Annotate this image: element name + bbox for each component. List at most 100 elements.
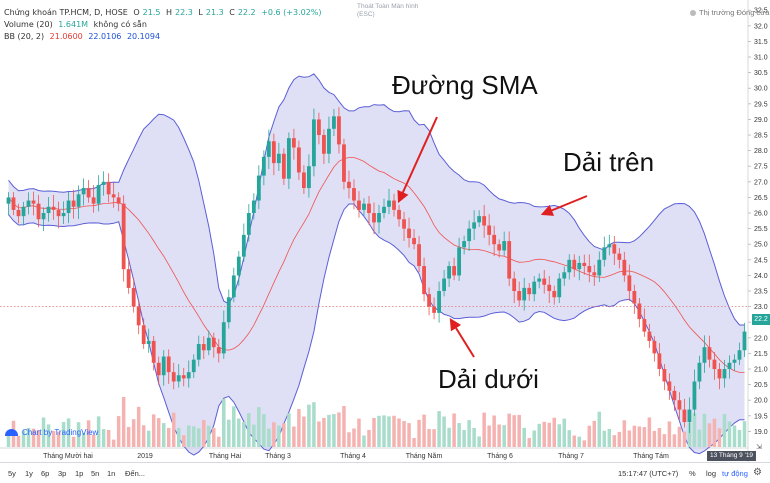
candle-body bbox=[727, 362, 732, 370]
y-tick-label: 28.5 bbox=[754, 133, 768, 140]
percent-scale-toggle[interactable]: % bbox=[689, 469, 696, 478]
y-tick-label: 30.0 bbox=[754, 86, 768, 93]
volume-legend[interactable]: Volume (20) 1.641M không có sẵn bbox=[4, 20, 150, 29]
tradingview-logo[interactable]: Chart by TradingView bbox=[5, 428, 98, 437]
y-tick-label: 29.5 bbox=[754, 101, 768, 108]
symbol-label[interactable]: Chứng khoán TP.HCM, D, HOSE bbox=[4, 8, 128, 17]
volume-bar bbox=[116, 416, 121, 447]
candle-body bbox=[597, 259, 602, 276]
volume-bar bbox=[502, 425, 506, 447]
volume-bar bbox=[151, 414, 156, 447]
candle-body bbox=[677, 400, 682, 410]
bb-basis-value: 21.0600 bbox=[49, 32, 83, 41]
x-tick-label: Tháng 7 bbox=[558, 453, 584, 460]
candle-body bbox=[166, 356, 171, 373]
volume-bar bbox=[317, 421, 321, 447]
candle-body bbox=[437, 291, 441, 313]
volume-bar bbox=[126, 426, 131, 447]
candle-body bbox=[66, 200, 71, 214]
volume-bar bbox=[227, 419, 231, 447]
candle-body bbox=[457, 247, 462, 276]
candle-body bbox=[307, 166, 311, 189]
range-3p-button[interactable]: 3p bbox=[58, 469, 67, 478]
y-tick-label: 21.5 bbox=[754, 351, 768, 358]
volume-bar bbox=[687, 422, 692, 447]
candle-body bbox=[367, 203, 371, 214]
y-tick-label: 27.5 bbox=[754, 164, 768, 171]
volume-bar bbox=[552, 417, 556, 447]
candle-body bbox=[291, 138, 296, 148]
volume-bar bbox=[432, 429, 436, 447]
candle-body bbox=[512, 278, 517, 292]
range-5n-button[interactable]: 5n bbox=[91, 469, 100, 478]
candle-body bbox=[362, 203, 366, 210]
volume-bar bbox=[367, 429, 371, 447]
candle-body bbox=[131, 287, 136, 307]
axis-settings-icon[interactable]: ⇲ bbox=[756, 444, 762, 451]
candle-body bbox=[317, 119, 321, 136]
volume-bar bbox=[237, 418, 241, 447]
candle-body bbox=[387, 200, 391, 207]
y-tick-label: 30.5 bbox=[754, 70, 768, 77]
range-6p-button[interactable]: 6p bbox=[41, 469, 50, 478]
y-tick-label: 24.0 bbox=[754, 273, 768, 280]
volume-bar bbox=[287, 413, 291, 447]
candle-body bbox=[567, 259, 572, 273]
candle-body bbox=[56, 209, 61, 217]
volume-bar bbox=[592, 420, 597, 447]
volume-bar bbox=[166, 427, 171, 447]
volume-bar bbox=[452, 413, 456, 447]
candle-body bbox=[592, 272, 597, 276]
range-1n-button[interactable]: 1n bbox=[107, 469, 116, 478]
candle-body bbox=[151, 340, 156, 363]
volume-bar bbox=[257, 407, 261, 447]
range-1p-button[interactable]: 1p bbox=[75, 469, 84, 478]
candle-body bbox=[36, 203, 41, 220]
volume-bar bbox=[562, 418, 567, 447]
candle-body bbox=[732, 359, 737, 363]
candle-body bbox=[637, 303, 642, 320]
volume-bar bbox=[56, 431, 61, 447]
y-tick-label: 32.0 bbox=[754, 23, 768, 30]
candle-body bbox=[86, 188, 91, 198]
candle-body bbox=[417, 244, 421, 267]
volume-bar bbox=[542, 421, 546, 447]
log-scale-toggle[interactable]: log bbox=[706, 469, 717, 478]
volume-bar bbox=[297, 409, 301, 447]
volume-bar bbox=[302, 416, 306, 447]
candle-body bbox=[737, 350, 742, 360]
candle-body bbox=[497, 244, 502, 251]
auto-scale-toggle[interactable]: tự động bbox=[722, 469, 748, 478]
candle-body bbox=[397, 209, 401, 220]
volume-bar bbox=[222, 398, 226, 447]
volume-bar bbox=[467, 420, 471, 447]
volume-bar bbox=[96, 416, 101, 447]
y-tick-label: 20.0 bbox=[754, 398, 768, 405]
candle-body bbox=[347, 181, 351, 189]
y-tick-label: 31.0 bbox=[754, 55, 768, 62]
clock-timezone[interactable]: 15:17:47 (UTC+7) bbox=[618, 469, 679, 478]
candle-body bbox=[26, 200, 31, 207]
bb-legend[interactable]: BB (20, 2) 21.0600 22.0106 20.1094 bbox=[4, 32, 163, 41]
candle-body bbox=[276, 153, 281, 164]
volume-bar bbox=[547, 422, 551, 447]
range-5y-button[interactable]: 5y bbox=[8, 469, 16, 478]
x-tick-label: Tháng Hai bbox=[209, 453, 242, 460]
candle-body bbox=[226, 297, 231, 323]
goto-date-button[interactable]: Đến... bbox=[125, 469, 146, 478]
range-1y-button[interactable]: 1y bbox=[25, 469, 33, 478]
exit-fullscreen-hint[interactable]: Thoát Toàn Màn hình (ESC) bbox=[357, 3, 418, 19]
candle-body bbox=[11, 197, 16, 210]
low-value: 21.3 bbox=[205, 8, 224, 17]
x-tick-label: Tháng Năm bbox=[406, 453, 443, 460]
candle-body bbox=[16, 209, 21, 217]
volume-bar bbox=[417, 419, 421, 447]
volume-bar bbox=[712, 418, 717, 447]
bb-label: BB (20, 2) bbox=[4, 32, 45, 41]
candle-body bbox=[106, 181, 111, 195]
gear-icon[interactable]: ⚙ bbox=[753, 467, 762, 478]
x-tick-label: Tháng 3 bbox=[265, 453, 291, 460]
candle-body bbox=[577, 262, 582, 270]
